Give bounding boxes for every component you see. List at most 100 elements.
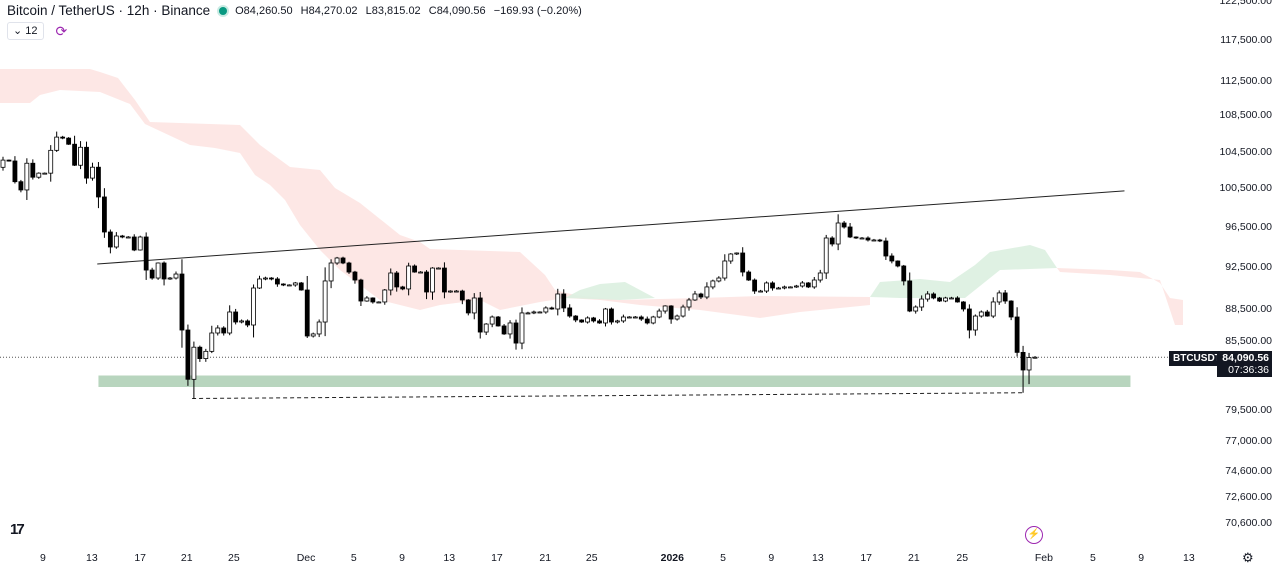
- candle[interactable]: [382, 288, 388, 305]
- candle[interactable]: [489, 315, 495, 328]
- candle[interactable]: [579, 319, 585, 323]
- candle[interactable]: [996, 290, 1002, 305]
- candle[interactable]: [233, 308, 239, 325]
- candle[interactable]: [495, 316, 501, 327]
- candle[interactable]: [716, 276, 722, 283]
- candle[interactable]: [990, 297, 996, 319]
- candle[interactable]: [805, 282, 811, 289]
- candle[interactable]: [895, 260, 901, 268]
- candle[interactable]: [925, 291, 931, 302]
- candle[interactable]: [203, 348, 209, 362]
- candle[interactable]: [620, 314, 626, 323]
- candle[interactable]: [84, 141, 89, 184]
- candle[interactable]: [835, 214, 841, 251]
- price-chart[interactable]: [0, 0, 1217, 548]
- candle[interactable]: [740, 247, 746, 277]
- time-axis[interactable]: 9 13 17 21 25 Dec 5 9 13 17 21 25 2026 5 9 13 17 21 25 Feb 5…: [0, 548, 1217, 567]
- candle[interactable]: [442, 262, 447, 299]
- candle[interactable]: [107, 229, 113, 254]
- candle[interactable]: [6, 159, 12, 162]
- candle[interactable]: [352, 270, 358, 284]
- candle[interactable]: [877, 238, 883, 243]
- candle[interactable]: [513, 319, 519, 350]
- candle[interactable]: [286, 284, 292, 287]
- candle[interactable]: [185, 324, 191, 386]
- candle[interactable]: [400, 285, 406, 291]
- candle[interactable]: [221, 326, 227, 336]
- candle[interactable]: [292, 281, 298, 287]
- candle[interactable]: [275, 277, 280, 287]
- candle[interactable]: [66, 137, 72, 145]
- candle[interactable]: [573, 315, 579, 323]
- candle[interactable]: [913, 305, 919, 314]
- candle[interactable]: [137, 235, 143, 251]
- candle[interactable]: [0, 156, 6, 171]
- candle[interactable]: [567, 304, 573, 318]
- candle[interactable]: [36, 172, 42, 179]
- candle[interactable]: [949, 296, 954, 300]
- tradingview-logo-icon[interactable]: 17: [10, 521, 25, 538]
- candle[interactable]: [125, 236, 131, 239]
- candle[interactable]: [430, 267, 435, 300]
- candle[interactable]: [937, 296, 942, 302]
- candle[interactable]: [483, 323, 489, 336]
- gear-icon[interactable]: ⚙: [1242, 550, 1254, 565]
- candle[interactable]: [752, 278, 758, 294]
- candle[interactable]: [626, 316, 632, 319]
- candle[interactable]: [269, 277, 274, 281]
- candle[interactable]: [60, 135, 66, 140]
- candle[interactable]: [119, 234, 125, 239]
- candle[interactable]: [364, 296, 370, 302]
- candle[interactable]: [758, 289, 763, 293]
- candle[interactable]: [161, 261, 167, 286]
- candle[interactable]: [746, 270, 752, 281]
- candle[interactable]: [549, 306, 555, 310]
- candle[interactable]: [227, 305, 233, 336]
- candle[interactable]: [692, 290, 698, 301]
- candle[interactable]: [776, 286, 781, 290]
- candle[interactable]: [841, 220, 847, 229]
- support-zone[interactable]: [98, 375, 1131, 388]
- candle[interactable]: [955, 296, 960, 303]
- candle[interactable]: [519, 307, 525, 350]
- candle[interactable]: [847, 223, 853, 239]
- candle[interactable]: [54, 131, 60, 152]
- indicators-toggle-button[interactable]: ⌄ 12: [7, 22, 44, 40]
- candle[interactable]: [591, 316, 596, 323]
- candle[interactable]: [597, 319, 602, 324]
- candle[interactable]: [370, 297, 376, 304]
- lightning-icon[interactable]: ⚡: [1025, 526, 1043, 544]
- candle[interactable]: [961, 301, 966, 312]
- candle[interactable]: [418, 271, 423, 274]
- candle[interactable]: [734, 252, 740, 256]
- candle[interactable]: [644, 316, 650, 325]
- candle[interactable]: [173, 271, 179, 280]
- candle[interactable]: [447, 290, 453, 293]
- candle[interactable]: [972, 314, 978, 336]
- candle[interactable]: [525, 311, 531, 315]
- candle[interactable]: [209, 325, 215, 354]
- refresh-icon[interactable]: ⟳: [55, 22, 68, 39]
- candle[interactable]: [96, 162, 101, 209]
- candle[interactable]: [668, 305, 674, 324]
- candle[interactable]: [346, 261, 352, 274]
- candle[interactable]: [865, 236, 871, 242]
- candle[interactable]: [793, 284, 799, 288]
- candle[interactable]: [632, 316, 638, 319]
- candle[interactable]: [316, 319, 322, 338]
- candle[interactable]: [889, 253, 895, 264]
- candle[interactable]: [215, 325, 221, 336]
- candle[interactable]: [656, 308, 662, 319]
- candle[interactable]: [304, 275, 310, 338]
- candle[interactable]: [811, 276, 817, 289]
- candle[interactable]: [72, 135, 77, 167]
- candle[interactable]: [704, 282, 710, 300]
- candle[interactable]: [788, 286, 793, 289]
- candle[interactable]: [149, 267, 155, 280]
- candle[interactable]: [543, 306, 549, 314]
- candle[interactable]: [770, 281, 775, 291]
- candle[interactable]: [436, 267, 441, 270]
- symbol-title[interactable]: Bitcoin / TetherUS · 12h · Binance: [7, 3, 211, 18]
- candle[interactable]: [829, 236, 835, 247]
- candle[interactable]: [113, 232, 119, 249]
